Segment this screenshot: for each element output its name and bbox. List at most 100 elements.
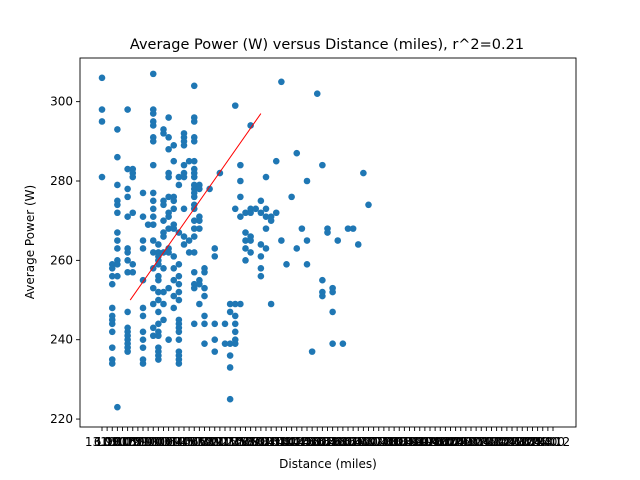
x-tick-label: 13.80	[264, 435, 298, 449]
data-point	[165, 284, 172, 292]
data-point	[124, 193, 131, 201]
data-point	[149, 332, 157, 340]
data-point	[149, 300, 157, 308]
data-point	[160, 316, 167, 324]
x-tick-label: 21.00	[454, 435, 488, 449]
data-point	[149, 138, 157, 145]
data-point	[262, 205, 270, 213]
data-point	[267, 217, 275, 224]
data-point	[124, 249, 131, 256]
data-point	[129, 173, 137, 181]
y-tick-label: 300	[50, 95, 73, 109]
data-point	[196, 185, 203, 193]
data-point	[149, 237, 157, 244]
data-point	[114, 209, 121, 217]
x-tick-label: 21.60	[469, 435, 503, 449]
data-point	[155, 288, 162, 296]
data-point	[308, 348, 316, 355]
data-point	[139, 336, 147, 344]
data-point	[108, 328, 116, 336]
x-tick-label: 23.80	[526, 435, 560, 449]
data-point	[139, 245, 147, 252]
data-point	[160, 233, 167, 240]
data-point	[319, 276, 326, 284]
data-point	[160, 300, 167, 308]
data-point	[149, 205, 157, 213]
data-point	[155, 296, 162, 304]
data-point	[165, 134, 172, 141]
y-tick-label: 280	[50, 174, 73, 188]
data-point	[175, 173, 183, 181]
x-tick-label: 13.20	[244, 435, 278, 449]
data-point	[165, 145, 172, 153]
x-tick-label: 19.60	[418, 435, 452, 449]
data-point	[175, 272, 183, 280]
data-point	[170, 253, 178, 260]
data-point	[180, 205, 188, 213]
data-point	[206, 185, 213, 193]
data-point	[247, 209, 254, 217]
x-tick-label: 16.80	[346, 435, 380, 449]
data-point	[165, 336, 172, 344]
x-tick-label: 24.00	[531, 435, 565, 449]
data-point	[124, 213, 131, 221]
data-point	[165, 114, 172, 121]
x-axis: 13.096.9810.0010.0710.0910.5010.5110.901…	[85, 427, 570, 449]
x-tick-label: 19.00	[403, 435, 437, 449]
data-point	[190, 233, 198, 240]
data-point	[190, 193, 198, 201]
data-point	[108, 272, 116, 280]
x-tick-label: 12.65	[223, 435, 257, 449]
data-point	[155, 308, 162, 316]
data-point	[98, 74, 106, 82]
x-tick-label: 14.00	[269, 435, 303, 449]
data-point	[139, 344, 147, 351]
data-point	[303, 237, 311, 244]
data-point	[180, 161, 188, 169]
data-point	[155, 276, 162, 284]
x-tick-label: 14.20	[274, 435, 308, 449]
data-point	[185, 237, 193, 244]
x-tick-label: 11.65	[172, 435, 206, 449]
x-tick-label: 15.60	[315, 435, 349, 449]
data-point	[201, 320, 208, 328]
data-point	[211, 253, 219, 260]
data-point	[349, 225, 357, 232]
data-point	[201, 284, 208, 292]
data-point	[155, 320, 162, 328]
x-tick-label: 12.10	[198, 435, 232, 449]
data-point	[226, 395, 234, 403]
data-point	[149, 221, 157, 228]
data-point	[165, 193, 172, 201]
y-tick-label: 240	[50, 333, 73, 347]
data-point	[170, 292, 178, 300]
data-point	[149, 324, 157, 332]
data-point	[170, 264, 178, 272]
data-point	[319, 161, 326, 169]
data-point	[124, 348, 131, 355]
data-point	[149, 284, 157, 292]
data-point	[231, 328, 239, 336]
data-point	[242, 257, 249, 264]
x-tick-label: 18.60	[392, 435, 426, 449]
data-point	[139, 312, 147, 320]
x-tick-label: 11.03	[136, 435, 170, 449]
x-tick-label: 12.15	[203, 435, 237, 449]
x-tick-label: 20.20	[433, 435, 467, 449]
x-tick-label: 18.20	[382, 435, 416, 449]
x-tick-label: 12.30	[208, 435, 242, 449]
data-point	[242, 209, 249, 217]
x-tick-label: 20.60	[444, 435, 478, 449]
data-point	[155, 332, 162, 340]
data-point	[267, 300, 275, 308]
data-point	[196, 280, 203, 288]
x-tick-label: 11.89	[187, 435, 221, 449]
data-point	[252, 205, 260, 213]
data-point	[149, 161, 157, 169]
data-point	[226, 300, 234, 308]
x-tick-label: 17.20	[356, 435, 390, 449]
data-point	[247, 122, 254, 129]
data-point	[108, 320, 116, 328]
chart-title: Average Power (W) versus Distance (miles…	[130, 37, 524, 53]
data-point	[231, 205, 239, 213]
